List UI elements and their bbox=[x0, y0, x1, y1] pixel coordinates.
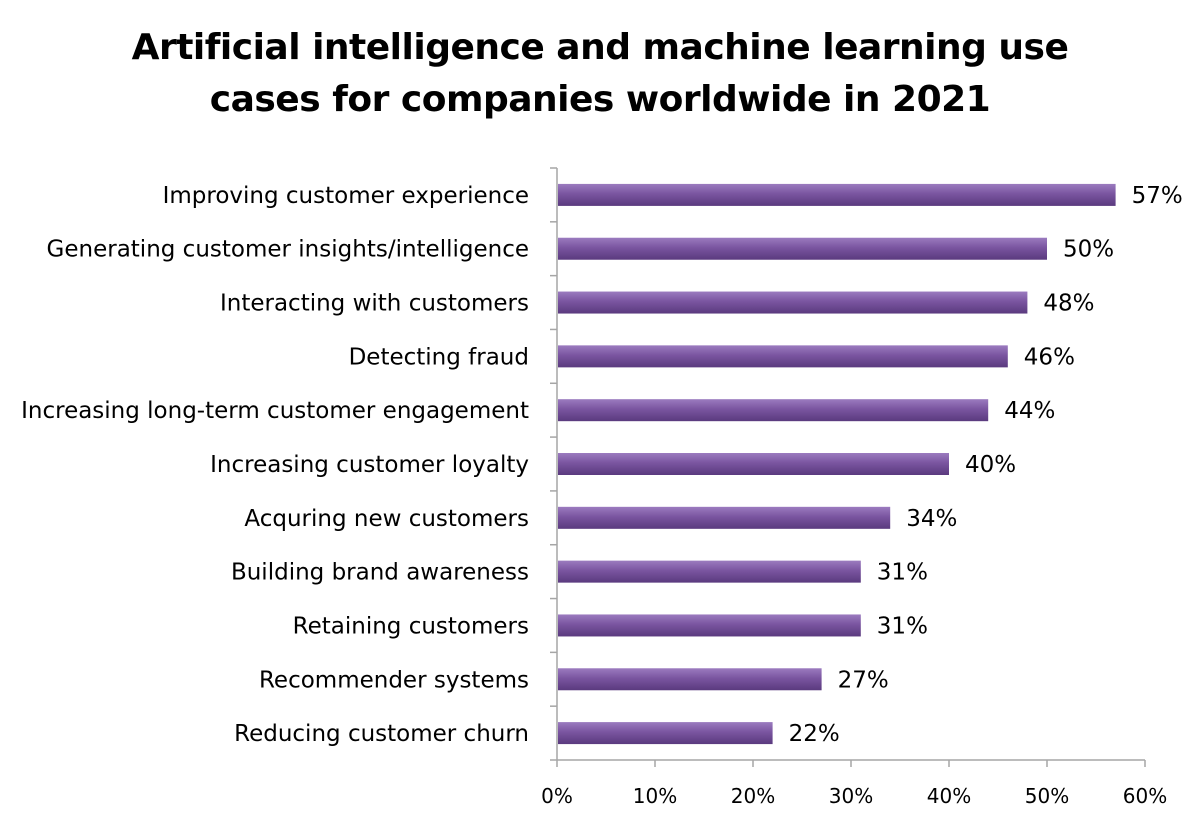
bar bbox=[558, 614, 861, 637]
bar bbox=[558, 722, 773, 745]
value-label: 57% bbox=[1132, 183, 1183, 209]
axis-group bbox=[550, 167, 1146, 767]
value-label: 50% bbox=[1063, 237, 1114, 263]
category-label: Generating customer insights/intelligenc… bbox=[47, 237, 529, 263]
bar bbox=[558, 399, 989, 422]
category-label: Building brand awareness bbox=[231, 560, 529, 586]
category-label: Increasing long-term customer engagement bbox=[21, 398, 529, 424]
value-label: 34% bbox=[906, 506, 957, 532]
bar bbox=[558, 291, 1028, 314]
category-label: Acquring new customers bbox=[244, 506, 529, 532]
bar bbox=[558, 237, 1047, 260]
category-label: Improving customer experience bbox=[163, 183, 529, 209]
x-tick-label: 60% bbox=[1123, 784, 1167, 808]
value-label: 31% bbox=[877, 613, 928, 639]
category-label: Detecting fraud bbox=[349, 344, 529, 370]
bar bbox=[558, 453, 949, 475]
bar bbox=[558, 560, 861, 583]
bars-group bbox=[558, 183, 1116, 745]
x-tick-label: 40% bbox=[927, 784, 971, 808]
bar bbox=[558, 506, 891, 529]
category-label: Increasing customer loyalty bbox=[210, 452, 529, 478]
value-label: 40% bbox=[965, 452, 1016, 478]
bar bbox=[558, 668, 822, 691]
value-label: 31% bbox=[877, 560, 928, 586]
category-label: Recommender systems bbox=[259, 667, 529, 693]
bar bbox=[558, 345, 1008, 368]
chart-title: Artificial intelligence and machine lear… bbox=[131, 27, 1069, 120]
x-tick-label: 10% bbox=[633, 784, 677, 808]
value-label: 44% bbox=[1004, 398, 1055, 424]
x-tick-label: 20% bbox=[731, 784, 775, 808]
value-label: 22% bbox=[789, 721, 840, 747]
x-tick-label: 30% bbox=[829, 784, 873, 808]
value-label: 27% bbox=[838, 667, 889, 693]
x-tick-label: 50% bbox=[1025, 784, 1069, 808]
category-label: Retaining customers bbox=[293, 613, 529, 639]
value-label: 48% bbox=[1043, 291, 1094, 317]
value-label: 46% bbox=[1024, 344, 1075, 370]
labels-group: 0% 10% 20% 30% 40% 50% 60% Improving customer e… bbox=[21, 183, 1183, 808]
category-label: Reducing customer churn bbox=[234, 721, 529, 747]
x-tick-label: 0% bbox=[541, 784, 573, 808]
bar bbox=[558, 183, 1116, 206]
category-label: Interacting with customers bbox=[220, 291, 529, 317]
